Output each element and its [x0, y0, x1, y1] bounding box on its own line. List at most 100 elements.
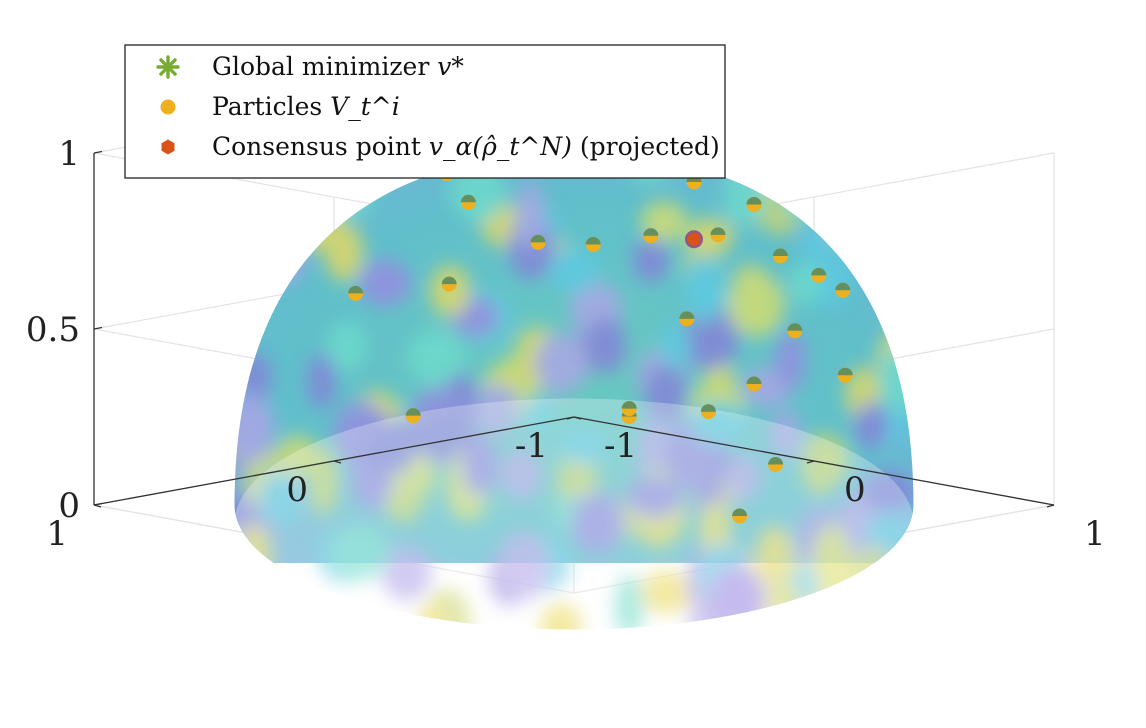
- surface-blob: [860, 470, 914, 514]
- surface-blob: [258, 471, 300, 527]
- surface-blob: [570, 492, 625, 554]
- particle-point: [643, 228, 659, 244]
- surface-blob: [585, 317, 627, 374]
- legend-hexagon-icon: [161, 139, 175, 155]
- particle-point: [530, 234, 546, 250]
- legend-item: Particles V_t^i: [160, 92, 400, 121]
- legend-label: Global minimizer v*: [212, 52, 464, 81]
- surface-blob: [559, 426, 609, 465]
- surface-fill: [234, 153, 914, 630]
- particle-marker-shade: [787, 323, 803, 331]
- surface-blob: [854, 402, 889, 448]
- surface-blob: [540, 602, 582, 630]
- surface-blob: [327, 320, 367, 372]
- surface-blob: [793, 600, 846, 630]
- particle-marker-shade: [811, 267, 827, 276]
- particle-marker-shade: [710, 227, 726, 235]
- consensus-point: [685, 230, 703, 249]
- surface-blob: [501, 448, 542, 500]
- surface-blob: [775, 330, 806, 390]
- y-tick-mark: [333, 460, 342, 464]
- legend-label: Particles V_t^i: [212, 92, 400, 121]
- x-tick-mark: [566, 416, 575, 420]
- particle-marker-shade: [460, 194, 476, 203]
- y-tick-label: 0: [286, 470, 308, 510]
- surface-blob: [680, 306, 740, 370]
- particle-point: [746, 196, 762, 212]
- z-tick-mark: [93, 150, 103, 154]
- surface-blob: [638, 570, 696, 614]
- surface-blob: [307, 353, 337, 409]
- surface-blob: [863, 585, 894, 630]
- y-tick-mark: [573, 416, 582, 420]
- z-tick-label: 0: [58, 486, 80, 526]
- legend-circle-icon: [160, 99, 176, 115]
- hemisphere-surface: [234, 153, 914, 630]
- particle-marker-shade: [837, 367, 853, 376]
- particle-point: [835, 282, 851, 298]
- surface-blob: [547, 246, 601, 293]
- surface-blob: [644, 363, 687, 423]
- legend: Global minimizer v* Particles V_t^i Consen…: [124, 44, 726, 179]
- consensus-marker: [687, 232, 701, 246]
- particle-marker-shade: [772, 248, 788, 256]
- surface-blob: [474, 384, 519, 435]
- y-tick-label: 1: [46, 514, 68, 554]
- particle-point: [348, 285, 364, 301]
- particle-point: [772, 248, 788, 264]
- surface-sheen: [234, 153, 914, 630]
- surface-blob: [535, 333, 588, 394]
- surface-blob: [234, 600, 267, 630]
- particle-point: [837, 367, 853, 383]
- particle-marker-shade: [348, 285, 364, 294]
- z-tick-mark: [93, 326, 103, 330]
- particle-marker-shade: [679, 311, 695, 319]
- legend-item: Global minimizer v*: [156, 52, 464, 81]
- particle-point: [679, 311, 695, 327]
- surface-pattern: [234, 153, 914, 630]
- particle-point: [710, 227, 726, 243]
- x-tick-label: -1: [604, 426, 637, 466]
- particle-marker-shade: [441, 276, 457, 285]
- legend-item: Consensus point v_α(ρ̂_t^N) (projected): [161, 132, 720, 161]
- legend-label: Consensus point v_α(ρ̂_t^N) (projected): [212, 132, 720, 161]
- x-tick-mark: [1046, 504, 1055, 508]
- surface-blob: [727, 454, 761, 501]
- particle-point: [732, 508, 748, 524]
- particle-point: [460, 194, 476, 210]
- surface-blob: [358, 259, 412, 307]
- surface-blob: [234, 560, 252, 623]
- surface-blob: [727, 272, 785, 337]
- particle-marker-shade: [732, 508, 748, 516]
- particle-point: [585, 237, 601, 253]
- particle-marker-shade: [835, 282, 851, 291]
- surface-blob: [839, 153, 881, 173]
- z-tick-label: 1: [58, 134, 80, 174]
- particle-point: [768, 457, 784, 473]
- particle-point: [700, 404, 716, 420]
- y-tick-label: -1: [515, 426, 548, 466]
- surface-blob: [614, 574, 644, 630]
- particle-marker-shade: [530, 234, 546, 243]
- legend-star-icon: [159, 58, 177, 76]
- surface-base-disk: [234, 398, 914, 630]
- x-tick-label: 1: [1084, 514, 1106, 554]
- surface-blob: [243, 198, 276, 238]
- particle-marker-shade: [585, 237, 601, 245]
- surface-blob: [516, 180, 545, 250]
- surface-blob: [275, 435, 318, 475]
- x-tick-mark: [806, 460, 815, 464]
- particle-point: [441, 276, 457, 292]
- surface-blob: [407, 454, 436, 496]
- surface-blob: [757, 526, 793, 570]
- particle-marker-shade: [700, 404, 716, 412]
- surface-blob: [497, 531, 549, 601]
- particle-point: [621, 401, 637, 417]
- particle-point: [746, 376, 762, 392]
- particle-marker-shade: [621, 401, 637, 409]
- surface-blob: [811, 523, 851, 595]
- particle-point: [405, 408, 421, 424]
- y-tick-mark: [93, 504, 102, 508]
